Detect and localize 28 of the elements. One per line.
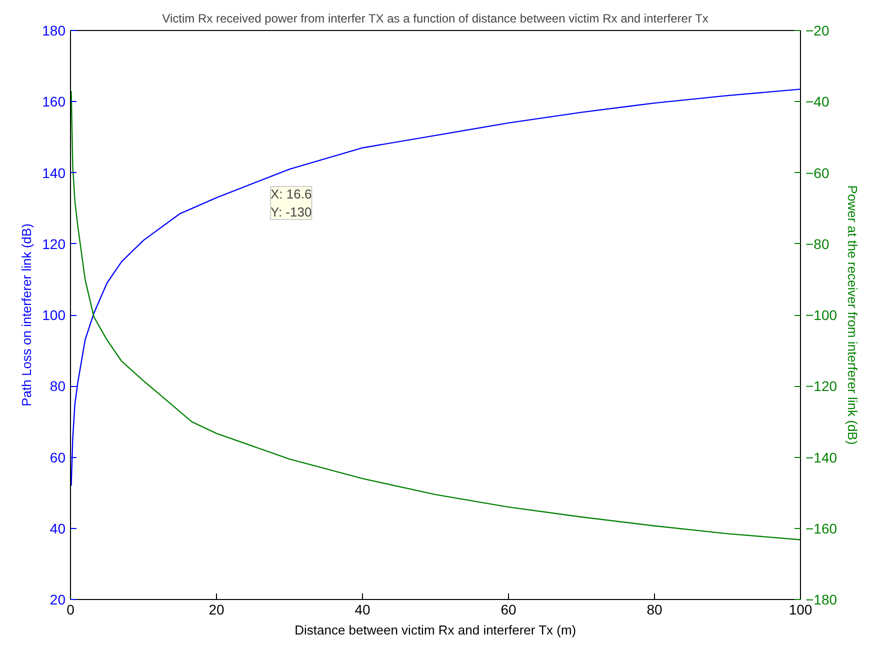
x-tick-label: 20 — [208, 602, 224, 618]
x-tick-label: 0 — [66, 602, 75, 618]
chart-title: Victim Rx received power from interfer TX as a function of distance between victim Rx and interferer Tx — [162, 12, 708, 26]
y2-axis-title: Power at the receiver from interferer link (dB) — [845, 185, 860, 445]
y-tick-label: 140 — [42, 164, 66, 181]
x-tick-label: 80 — [646, 602, 662, 618]
y-tick-label: 40 — [50, 520, 66, 536]
y-tick-label: 120 — [42, 236, 66, 252]
y-tick-label: 20 — [50, 592, 66, 608]
y2-tick-label: −20 — [806, 22, 830, 38]
y2-tick-label: −120 — [806, 378, 838, 394]
x-tick-label: 60 — [500, 602, 516, 618]
y2-tick-label: −60 — [806, 164, 830, 181]
y-axis-title: Path Loss on interferer link (dB) — [19, 224, 34, 406]
y2-tick-label: −80 — [806, 236, 830, 252]
y2-tick-label: −100 — [806, 307, 838, 323]
x-tick-label: 40 — [354, 602, 370, 618]
y2-tick-label: −140 — [806, 449, 838, 466]
y-tick-label: 160 — [42, 94, 66, 110]
annotation: X: 16.6 Y: -130 — [270, 186, 312, 220]
x-tick-label: 100 — [788, 602, 812, 618]
y-tick-label: 80 — [50, 378, 66, 394]
x-axis-title: Distance between victim Rx and interferer Tx (m) — [294, 622, 576, 638]
y-tick-label: 180 — [42, 22, 66, 38]
y2-tick-label: −40 — [806, 94, 830, 110]
y-tick-label: 100 — [42, 307, 66, 323]
y2-tick-label: −160 — [806, 520, 838, 536]
y-tick-label: 60 — [50, 449, 66, 466]
